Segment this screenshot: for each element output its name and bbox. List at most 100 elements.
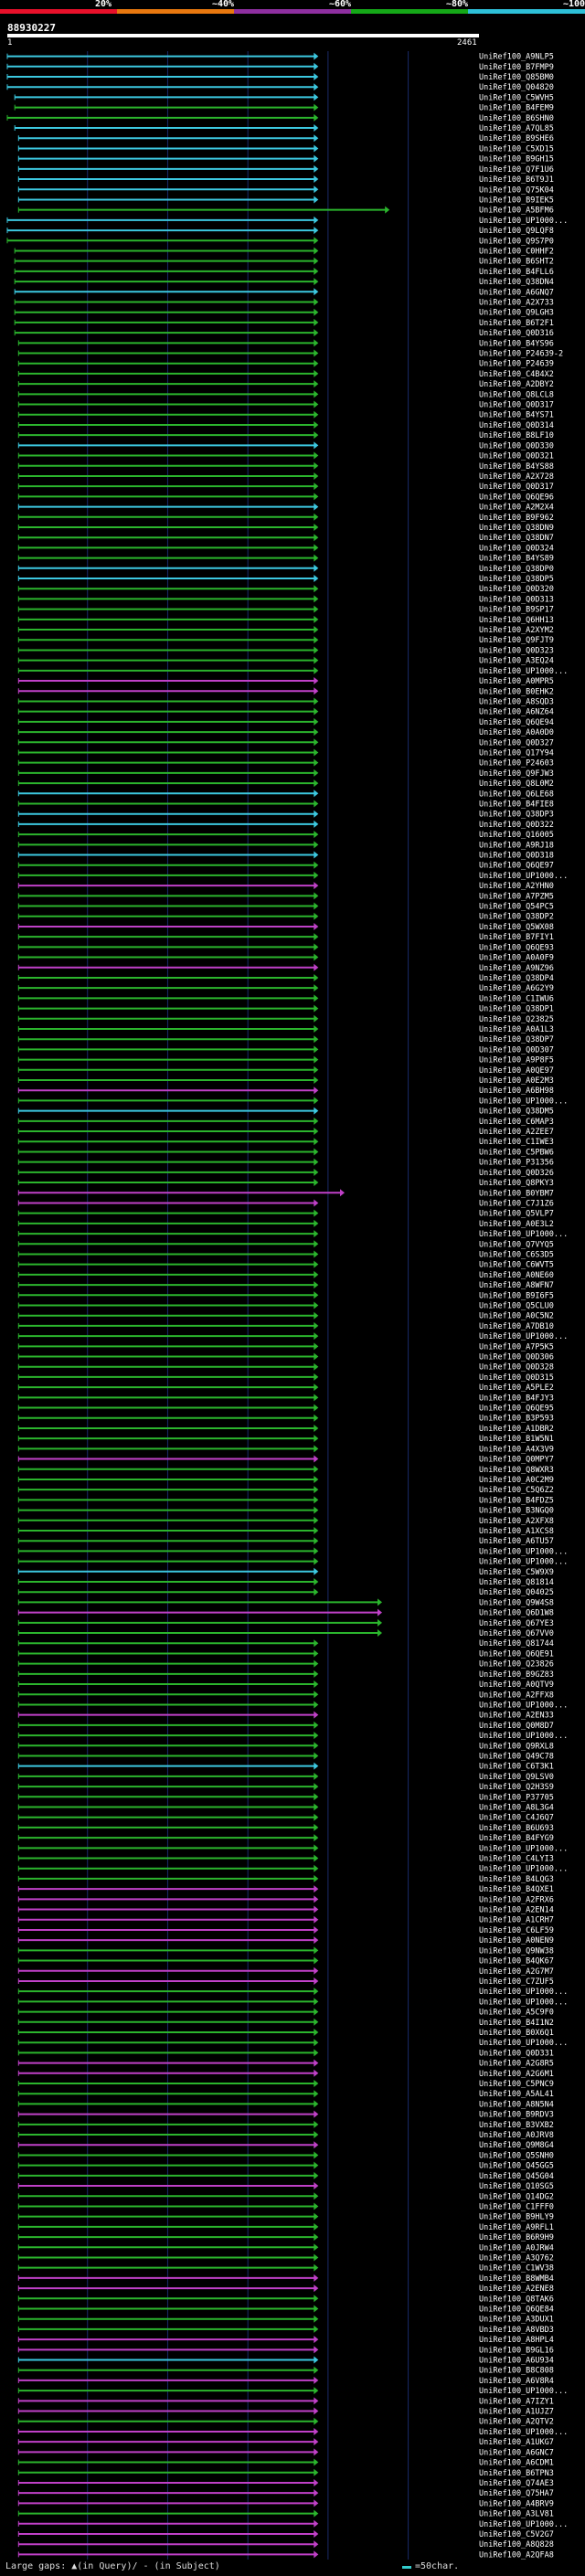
hit-arrow (314, 523, 319, 531)
hit-label: UniRef100_A2XFX8 (479, 1517, 554, 1526)
hit-label: UniRef100_Q38DP0 (479, 565, 554, 574)
hit-row: UniRef100_Q5WX08 (17, 922, 554, 932)
hit-row: UniRef100_B9RDV3 (17, 2110, 554, 2120)
hit-arrow (314, 1055, 319, 1064)
hit-label: UniRef100_B4QK67 (479, 1957, 554, 1966)
hit-arrow (314, 666, 319, 674)
hit-row: UniRef100_B0YBM7 (17, 1189, 554, 1198)
hit-row: UniRef100_P31356 (17, 1158, 554, 1168)
hit-label: UniRef100_Q45G04 (479, 2172, 554, 2181)
hit-row: UniRef100_A7IZY1 (17, 2397, 554, 2406)
hit-row: UniRef100_Q6QE96 (17, 493, 554, 502)
hit-row: UniRef100_C4B4X2 (17, 369, 554, 379)
hit-arrow (314, 1915, 319, 1924)
hit-row: UniRef100_B9I6F5 (17, 1291, 554, 1300)
hit-row: UniRef100_B6SHT2 (14, 257, 554, 267)
hit-label: UniRef100_C4LYI3 (479, 1855, 554, 1864)
legend-label-4: ~80% (446, 0, 469, 9)
hit-label: UniRef100_Q9NW38 (479, 1946, 554, 1956)
hit-label: UniRef100_A6BH98 (479, 1087, 554, 1096)
hit-row: UniRef100_Q0D328 (17, 1362, 554, 1373)
hit-label: UniRef100_B6TPN3 (479, 2469, 554, 2478)
hit-row: UniRef100_A2ZEE7 (17, 1128, 554, 1137)
hit-label: UniRef100_Q8L0M2 (479, 779, 554, 789)
hit-row: UniRef100_Q23826 (17, 1659, 554, 1670)
hit-row: UniRef100_C6S3D5 (17, 1250, 554, 1259)
hit-arrow (314, 933, 319, 941)
hit-arrow (314, 1230, 319, 1238)
hit-arrow (314, 575, 319, 583)
hit-arrow (314, 2550, 319, 2559)
hit-row: UniRef100_Q0D314 (17, 420, 554, 430)
hit-label: UniRef100_Q5WX08 (479, 923, 554, 932)
hit-row: UniRef100_A0JRV8 (17, 2131, 554, 2140)
hit-label: UniRef100_C4J6Q7 (479, 1814, 554, 1823)
hit-label: UniRef100_A3DUX1 (479, 2316, 554, 2325)
hit-row: UniRef100_B4LQG3 (17, 1874, 554, 1884)
hit-label: UniRef100_B7FMP9 (479, 63, 554, 72)
hit-arrow (314, 318, 319, 326)
hit-row: UniRef100_A2XFX8 (17, 1516, 554, 1526)
hit-row: UniRef100_B7FMP9 (6, 62, 554, 72)
hit-row: UniRef100_Q0D307 (17, 1045, 554, 1055)
hit-label: UniRef100_Q38DN4 (479, 278, 554, 287)
hit-row: UniRef100_UP1000... (17, 1547, 568, 1556)
hit-arrow (314, 2028, 319, 2036)
hit-arrow (314, 1168, 319, 1176)
hit-label: UniRef100_Q0D313 (479, 595, 554, 604)
hit-label: UniRef100_A0E3L2 (479, 1220, 554, 1229)
hit-row: UniRef100_A0C5N2 (17, 1311, 554, 1321)
hit-label: UniRef100_A0QE97 (479, 1066, 554, 1076)
hit-arrow (314, 564, 319, 572)
hit-row: UniRef100_C7J1Z6 (17, 1199, 554, 1208)
hit-row: UniRef100_Q74AE3 (17, 2478, 554, 2488)
hit-arrow (314, 1905, 319, 1913)
hit-arrow (314, 831, 319, 839)
hit-arrow (314, 1639, 319, 1648)
hit-label: UniRef100_Q6LE68 (479, 790, 554, 799)
hit-label: UniRef100_A6V8R4 (479, 2377, 554, 2386)
hit-row: UniRef100_C6T3K1 (17, 1762, 554, 1772)
hit-label: UniRef100_UP1000... (479, 1701, 568, 1710)
hit-row: UniRef100_B9GH15 (17, 154, 554, 164)
hit-label: UniRef100_B9F962 (479, 514, 554, 523)
hit-label: UniRef100_Q0D327 (479, 738, 554, 747)
hit-arrow (314, 973, 319, 981)
hit-arrow (314, 2100, 319, 2108)
hit-label: UniRef100_Q74AE3 (479, 2479, 554, 2488)
hit-label: UniRef100_Q6HH13 (479, 616, 554, 625)
hit-arrow (314, 953, 319, 961)
hit-label: UniRef100_UP1000... (479, 1732, 568, 1741)
hit-arrow (314, 677, 319, 685)
hit-label: UniRef100_A1UJZ7 (479, 2408, 554, 2417)
hit-label: UniRef100_A9P8F5 (479, 1056, 554, 1065)
hit-arrow (314, 113, 319, 122)
hit-arrow (314, 2305, 319, 2313)
legend-label-5: ~100% (563, 0, 585, 9)
hit-row: UniRef100_Q0D326 (17, 1168, 554, 1178)
hit-row: UniRef100_A6NZ64 (17, 707, 554, 717)
hit-row: UniRef100_B6R9H9 (17, 2233, 554, 2242)
hit-label: UniRef100_Q38DN9 (479, 524, 554, 533)
hit-row: UniRef100_Q0D321 (17, 451, 554, 461)
hit-arrow (314, 861, 319, 869)
hit-row: UniRef100_Q45GG5 (17, 2161, 554, 2171)
legend-label-2: ~40% (212, 0, 235, 9)
hit-row: UniRef100_A2EN33 (17, 1711, 554, 1721)
hit-label: UniRef100_A5BFM6 (479, 207, 554, 216)
hit-label: UniRef100_A2M2X4 (479, 504, 554, 513)
hit-arrow (314, 2509, 319, 2518)
hit-label: UniRef100_A4X3V9 (479, 1445, 554, 1454)
hit-label: UniRef100_Q6QE96 (479, 493, 554, 502)
hit-row: UniRef100_A7QL85 (14, 124, 554, 133)
hit-row: UniRef100_Q0MPY7 (17, 1455, 554, 1465)
hit-row: UniRef100_A2DBY2 (17, 380, 554, 389)
hit-label: UniRef100_Q54PC5 (479, 903, 554, 912)
hit-row: UniRef100_UP1000... (17, 2387, 568, 2396)
hit-arrow (314, 554, 319, 562)
hit-label: UniRef100_C1FFF0 (479, 2202, 554, 2211)
hit-row: UniRef100_B4FEM9 (14, 103, 554, 113)
hit-row: UniRef100_A9NLP5 (6, 52, 554, 62)
hit-label: UniRef100_Q67VV0 (479, 1629, 554, 1638)
hit-label: UniRef100_B3P593 (479, 1415, 554, 1424)
